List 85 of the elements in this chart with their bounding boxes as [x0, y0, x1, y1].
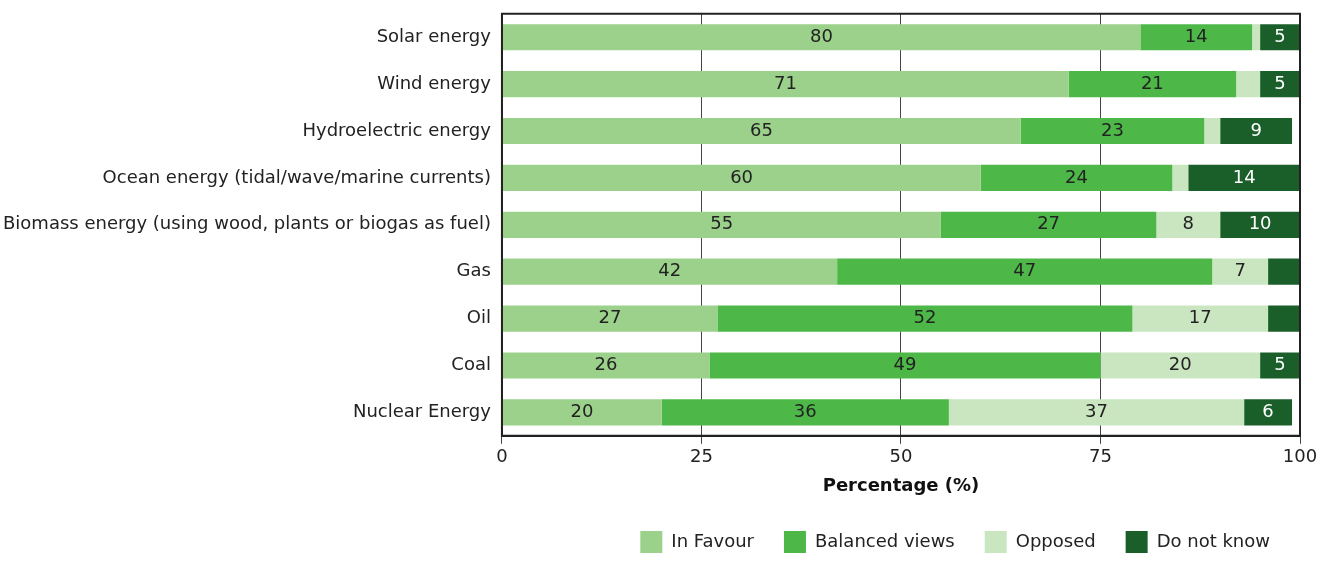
data-label: 6 — [1262, 400, 1274, 422]
bar — [502, 164, 981, 191]
data-label: 5 — [1274, 71, 1286, 93]
data-label: 26 — [594, 353, 618, 375]
data-label: 65 — [750, 118, 774, 140]
data-label: 55 — [710, 212, 734, 234]
y-tick-label: Biomass energy (using wood, plants or biogas as fuel) — [3, 212, 491, 234]
data-label: 17 — [1188, 306, 1212, 328]
bar — [1212, 258, 1269, 285]
data-label: 47 — [1013, 259, 1037, 281]
x-tick-label: 25 — [690, 445, 713, 467]
data-label: 24 — [1065, 165, 1088, 187]
bar — [1252, 24, 1261, 51]
data-label: 60 — [730, 165, 754, 187]
bar — [717, 305, 1133, 332]
bar — [1172, 164, 1189, 191]
x-tick-label: 75 — [1089, 445, 1112, 467]
y-tick-label: Solar energy — [376, 24, 492, 46]
bar — [709, 352, 1101, 379]
data-label: 42 — [658, 259, 682, 281]
bar — [1204, 117, 1221, 145]
data-label: 7 — [1234, 259, 1246, 281]
data-label: 8 — [1182, 212, 1194, 234]
bar — [502, 399, 662, 426]
bar — [1140, 24, 1253, 51]
bar — [1188, 164, 1300, 191]
x-tick-label: 50 — [889, 445, 913, 467]
y-tick-label: Hydroelectric energy — [302, 118, 492, 140]
bar — [502, 258, 838, 285]
y-tick-label: Gas — [456, 259, 491, 281]
bar — [1268, 305, 1300, 332]
data-label: 27 — [598, 306, 622, 328]
bar — [1236, 71, 1261, 98]
data-label: 52 — [913, 306, 937, 328]
data-label: 14 — [1184, 24, 1208, 46]
data-label: 10 — [1248, 212, 1272, 234]
bar — [502, 211, 941, 238]
x-tick-label: 100 — [1282, 445, 1318, 467]
data-label: 20 — [570, 400, 594, 422]
bar — [1068, 71, 1237, 98]
x-tick-label: 0 — [496, 445, 508, 467]
data-label: 5 — [1274, 353, 1286, 375]
y-tick-label: Wind energy — [377, 71, 492, 93]
bar — [1100, 352, 1261, 379]
y-tick-label: Ocean energy (tidal/wave/marine currents) — [102, 165, 491, 187]
data-label: 23 — [1101, 118, 1124, 140]
data-label: 5 — [1274, 24, 1286, 46]
legend-label: Do not know — [1156, 529, 1271, 551]
bar — [1260, 71, 1300, 98]
bar — [1260, 352, 1300, 379]
bar — [1220, 117, 1293, 145]
data-label: 36 — [793, 400, 817, 422]
legend-label: In Favour — [671, 529, 755, 551]
bar — [1244, 399, 1293, 426]
bar — [837, 258, 1213, 285]
y-tick-label: Oil — [466, 306, 491, 328]
bar — [980, 164, 1173, 191]
y-tick-label: Coal — [451, 353, 491, 375]
legend-label: Opposed — [1015, 529, 1096, 551]
bar — [1132, 305, 1269, 332]
data-label: 71 — [774, 71, 797, 93]
data-label: 14 — [1232, 165, 1256, 187]
bar — [1220, 211, 1300, 238]
bar — [940, 211, 1157, 238]
bar — [661, 399, 949, 426]
data-label: 9 — [1250, 118, 1262, 140]
bar — [1020, 117, 1205, 145]
data-label: 20 — [1168, 353, 1192, 375]
y-tick-label: Nuclear Energy — [352, 400, 492, 422]
bar — [1260, 24, 1300, 51]
bar — [948, 399, 1245, 426]
bar — [502, 305, 718, 332]
data-label: 21 — [1140, 71, 1164, 93]
bar — [502, 352, 710, 379]
data-label: 49 — [893, 353, 917, 375]
legend-label: Balanced views — [814, 529, 955, 551]
bar — [502, 71, 1069, 98]
data-label: 37 — [1085, 400, 1108, 422]
data-label: 27 — [1037, 212, 1061, 234]
bar — [502, 117, 1021, 145]
data-label: 80 — [809, 24, 833, 46]
x-axis-title: Percentage (%) — [822, 473, 980, 495]
bar — [1156, 211, 1221, 238]
bar — [502, 24, 1141, 51]
bar — [1268, 258, 1300, 285]
